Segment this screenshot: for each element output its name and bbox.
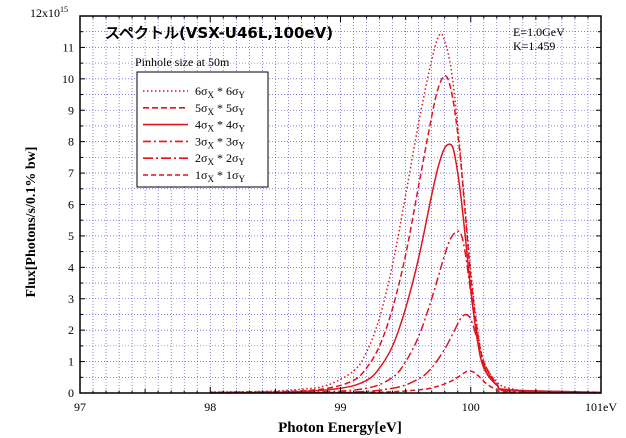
x-axis-label: Photon Energy[eV] [278, 420, 402, 436]
y-tick-label: 7 [68, 166, 74, 180]
legend-entry: 3σX * 3σY [195, 134, 245, 150]
legend-title: Pinhole size at 50m [135, 55, 230, 69]
legend-entry: 2σX * 2σY [195, 151, 245, 167]
beam-energy-annotation: E=1.0GeV [513, 25, 565, 39]
legend-entry: 4σX * 4σY [195, 118, 245, 134]
y-tick-label: 8 [68, 135, 74, 149]
series-line [210, 313, 602, 394]
series-line [210, 370, 602, 394]
y-axis-label: Flux[Photons/s/0.1% bw] [24, 147, 39, 298]
y-tick-label: 10 [62, 72, 74, 86]
y-tick-label: 2 [68, 323, 74, 337]
series-line [210, 230, 602, 394]
chart-title: スペクトル(VSX-U46L,100eV) [105, 24, 333, 42]
y-tick-label: 0 [68, 386, 74, 400]
axis-ticks: 97 98 99 100 101eV 0 1 2 3 4 5 6 7 8 9 10 11 [62, 15, 617, 414]
x-tick-label: 98 [204, 400, 216, 414]
x-tick-label: 100 [462, 400, 480, 414]
y-tick-label: 11 [62, 40, 74, 54]
y-tick-label: 3 [68, 292, 74, 306]
y-tick-label: 1 [68, 355, 74, 369]
x-tick-label: 101eV [585, 400, 617, 414]
y-tick-label: 4 [68, 260, 74, 274]
series-layer [210, 32, 602, 394]
x-tick-label: 99 [335, 400, 347, 414]
y-multiplier-label: 12x1015 [30, 5, 68, 20]
series-line [210, 143, 602, 394]
legend-box [136, 71, 269, 188]
y-tick-label: 5 [68, 229, 74, 243]
y-tick-label: 6 [68, 198, 74, 212]
legend-entry: 5σX * 5σY [195, 101, 245, 117]
legend-entry: 1σX * 1σY [195, 168, 245, 184]
legend-entry: 6σX * 6σY [195, 84, 245, 100]
series-line [210, 74, 602, 394]
x-tick-label: 97 [74, 400, 86, 414]
series-line [210, 32, 602, 394]
y-tick-label: 9 [68, 103, 74, 117]
k-value-annotation: K=1.459 [513, 39, 555, 53]
